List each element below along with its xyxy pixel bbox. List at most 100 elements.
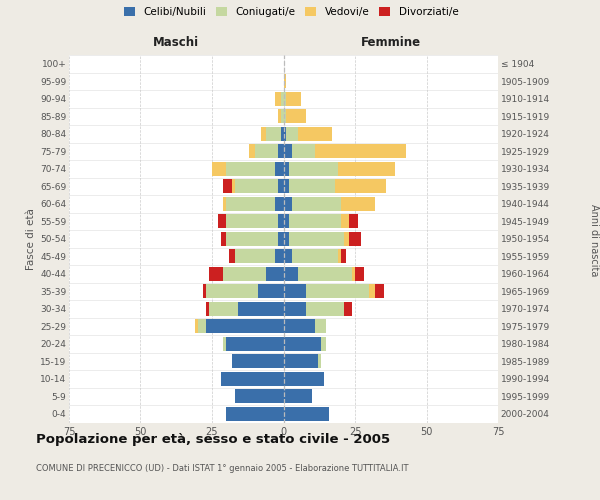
Bar: [292, 249, 338, 263]
Bar: [232, 354, 284, 368]
Bar: [284, 337, 320, 351]
Bar: [278, 214, 284, 228]
Text: Femmine: Femmine: [361, 36, 421, 49]
Bar: [284, 267, 298, 281]
Bar: [289, 180, 335, 193]
Bar: [284, 92, 286, 106]
Bar: [344, 232, 349, 245]
Bar: [284, 372, 323, 386]
Bar: [212, 162, 226, 176]
Bar: [275, 162, 284, 176]
Bar: [284, 232, 289, 245]
Bar: [349, 232, 361, 245]
Bar: [278, 144, 284, 158]
Bar: [284, 162, 289, 176]
Bar: [344, 302, 352, 316]
Bar: [235, 389, 284, 403]
Bar: [320, 337, 326, 351]
Bar: [281, 92, 284, 106]
Bar: [335, 180, 386, 193]
Bar: [195, 320, 198, 333]
Y-axis label: Fasce di età: Fasce di età: [26, 208, 36, 270]
Bar: [275, 92, 281, 106]
Bar: [284, 389, 312, 403]
Bar: [275, 196, 284, 211]
Bar: [284, 354, 318, 368]
Text: Anni di nascita: Anni di nascita: [589, 204, 599, 276]
Bar: [284, 144, 292, 158]
Text: Popolazione per età, sesso e stato civile - 2005: Popolazione per età, sesso e stato civil…: [36, 432, 390, 446]
Bar: [229, 249, 235, 263]
Bar: [338, 249, 341, 263]
Bar: [375, 284, 383, 298]
Bar: [203, 284, 206, 298]
Bar: [266, 267, 284, 281]
Text: COMUNE DI PRECENICCO (UD) - Dati ISTAT 1° gennaio 2005 - Elaborazione TUTTITALIA: COMUNE DI PRECENICCO (UD) - Dati ISTAT 1…: [36, 464, 409, 473]
Bar: [235, 249, 275, 263]
Bar: [286, 110, 307, 123]
Bar: [221, 232, 226, 245]
Bar: [206, 320, 284, 333]
Bar: [289, 214, 341, 228]
Bar: [284, 214, 289, 228]
Bar: [218, 214, 226, 228]
Bar: [284, 196, 292, 211]
Bar: [281, 126, 284, 141]
Bar: [284, 302, 307, 316]
Bar: [223, 267, 266, 281]
Bar: [278, 180, 284, 193]
Bar: [209, 302, 238, 316]
Bar: [238, 302, 284, 316]
Bar: [249, 144, 255, 158]
Bar: [266, 126, 281, 141]
Bar: [341, 196, 375, 211]
Bar: [275, 249, 284, 263]
Bar: [226, 337, 284, 351]
Bar: [284, 407, 329, 421]
Bar: [281, 110, 284, 123]
Bar: [298, 267, 352, 281]
Bar: [284, 320, 315, 333]
Bar: [206, 284, 258, 298]
Bar: [278, 232, 284, 245]
Bar: [260, 126, 266, 141]
Bar: [292, 144, 315, 158]
Bar: [355, 267, 364, 281]
Bar: [286, 92, 301, 106]
Bar: [232, 180, 235, 193]
Bar: [226, 196, 275, 211]
Bar: [370, 284, 375, 298]
Bar: [284, 126, 286, 141]
Bar: [289, 162, 338, 176]
Bar: [284, 180, 289, 193]
Legend: Celibi/Nubili, Coniugati/e, Vedovi/e, Divorziati/e: Celibi/Nubili, Coniugati/e, Vedovi/e, Di…: [122, 5, 460, 20]
Text: Maschi: Maschi: [153, 36, 199, 49]
Bar: [298, 126, 332, 141]
Bar: [286, 126, 298, 141]
Bar: [197, 320, 206, 333]
Bar: [258, 284, 284, 298]
Bar: [315, 144, 406, 158]
Bar: [226, 214, 278, 228]
Bar: [221, 372, 284, 386]
Bar: [341, 214, 349, 228]
Bar: [226, 162, 275, 176]
Bar: [284, 284, 307, 298]
Bar: [226, 232, 278, 245]
Bar: [209, 267, 223, 281]
Bar: [349, 214, 358, 228]
Bar: [289, 232, 344, 245]
Bar: [341, 249, 346, 263]
Bar: [318, 354, 320, 368]
Bar: [307, 284, 370, 298]
Bar: [307, 302, 344, 316]
Bar: [284, 110, 286, 123]
Bar: [223, 196, 226, 211]
Bar: [338, 162, 395, 176]
Bar: [226, 407, 284, 421]
Bar: [223, 337, 226, 351]
Bar: [206, 302, 209, 316]
Bar: [223, 180, 232, 193]
Bar: [292, 196, 341, 211]
Bar: [255, 144, 278, 158]
